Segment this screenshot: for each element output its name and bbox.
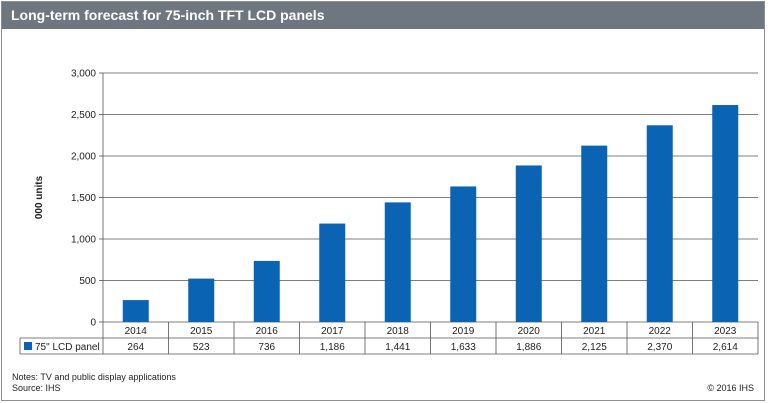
y-tick-label: 3,000 (71, 69, 96, 80)
legend-swatch (24, 342, 32, 350)
x-tick-label: 2023 (714, 326, 737, 337)
data-label: 523 (193, 342, 210, 353)
bar (253, 260, 280, 322)
data-label: 2,370 (647, 342, 672, 353)
bar (122, 300, 149, 322)
data-label: 2,125 (582, 342, 607, 353)
y-tick-label: 2,500 (71, 110, 96, 121)
x-tick-label: 2018 (387, 326, 410, 337)
x-tick-label: 2021 (583, 326, 606, 337)
x-tick-label: 2019 (452, 326, 475, 337)
bar (712, 105, 739, 323)
bar (646, 125, 673, 322)
x-tick-label: 2014 (125, 326, 148, 337)
chart-title: Long-term forecast for 75-inch TFT LCD p… (11, 7, 325, 23)
bar (319, 223, 346, 322)
y-tick-label: 500 (79, 276, 96, 287)
data-label: 1,186 (320, 342, 345, 353)
y-axis-title: 000 units (34, 175, 45, 219)
notes-line: Notes: TV and public display application… (12, 372, 176, 382)
data-label: 1,886 (516, 342, 541, 353)
y-tick-label: 2,000 (71, 152, 96, 163)
title-bar: Long-term forecast for 75-inch TFT LCD p… (2, 2, 764, 29)
bar (384, 202, 411, 322)
x-tick-label: 2022 (649, 326, 672, 337)
data-label: 1,633 (451, 342, 476, 353)
bar (581, 145, 608, 322)
data-label: 736 (258, 342, 275, 353)
copyright: © 2016 IHS (707, 383, 754, 393)
y-tick-label: 1,000 (71, 235, 96, 246)
data-label: 264 (127, 342, 144, 353)
x-tick-label: 2015 (190, 326, 213, 337)
source-line: Source: IHS (12, 383, 61, 393)
x-tick-label: 2017 (321, 326, 344, 337)
data-label: 1,441 (385, 342, 410, 353)
bar (450, 186, 477, 322)
bar (188, 278, 215, 322)
legend-label: 75" LCD panel (35, 342, 100, 353)
data-label: 2,614 (713, 342, 738, 353)
x-tick-label: 2016 (256, 326, 279, 337)
y-tick-label: 1,500 (71, 193, 96, 204)
bar (515, 165, 542, 322)
x-tick-label: 2020 (518, 326, 541, 337)
y-tick-label: 0 (90, 318, 96, 329)
